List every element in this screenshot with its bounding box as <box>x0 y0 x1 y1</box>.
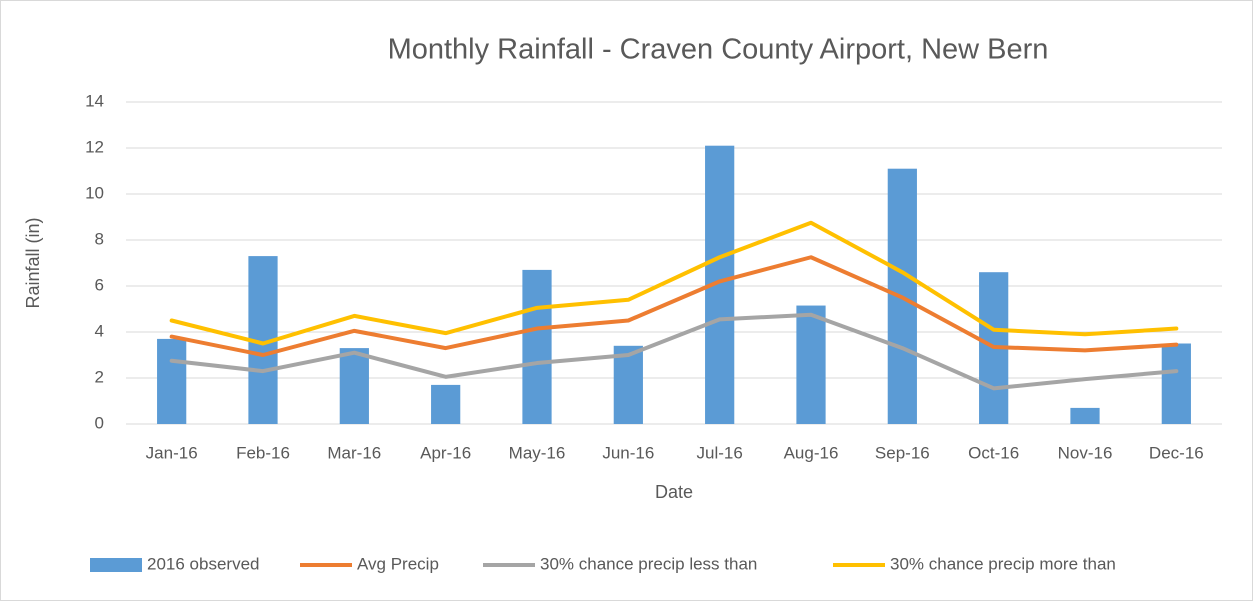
line <box>169 255 1179 357</box>
x-tick-label: Feb-16 <box>236 443 290 462</box>
chart-title: Monthly Rainfall - Craven County Airport… <box>388 34 1049 66</box>
legend-label: 30% chance precip less than <box>540 554 757 573</box>
y-tick-label: 10 <box>85 183 104 202</box>
legend-swatch <box>90 558 142 572</box>
line <box>169 312 1179 391</box>
x-tick-label: Nov-16 <box>1058 443 1113 462</box>
y-tick-label: 4 <box>95 321 104 340</box>
bar <box>431 384 461 424</box>
y-tick-label: 8 <box>95 229 104 248</box>
y-axis-label: Rainfall (in) <box>23 217 43 308</box>
x-axis-label: Date <box>655 482 693 502</box>
bar <box>339 348 369 424</box>
x-tick-label: May-16 <box>509 443 566 462</box>
y-tick-label: 0 <box>95 413 104 432</box>
y-tick-label: 6 <box>95 275 104 294</box>
y-tick-label: 2 <box>95 367 104 386</box>
x-tick-label: Aug-16 <box>784 443 839 462</box>
x-tick-label: Jun-16 <box>602 443 654 462</box>
x-tick-label: Sep-16 <box>875 443 930 462</box>
x-tick-label: Dec-16 <box>1149 443 1204 462</box>
x-tick-label: Jan-16 <box>146 443 198 462</box>
bar <box>613 345 643 424</box>
x-tick-label: Apr-16 <box>420 443 471 462</box>
y-tick-label: 12 <box>85 137 104 156</box>
legend-label: 2016 observed <box>147 554 259 573</box>
x-tick-label: Mar-16 <box>327 443 381 462</box>
x-tick-label: Oct-16 <box>968 443 1019 462</box>
bar <box>796 305 826 424</box>
bar <box>522 269 552 424</box>
bar <box>1070 407 1100 424</box>
x-tick-label: Jul-16 <box>697 443 743 462</box>
line <box>169 220 1179 346</box>
y-tick-label: 14 <box>85 91 104 110</box>
legend-label: Avg Precip <box>357 554 439 573</box>
bar <box>157 338 187 424</box>
legend-label: 30% chance precip more than <box>890 554 1116 573</box>
bar <box>1161 343 1191 424</box>
